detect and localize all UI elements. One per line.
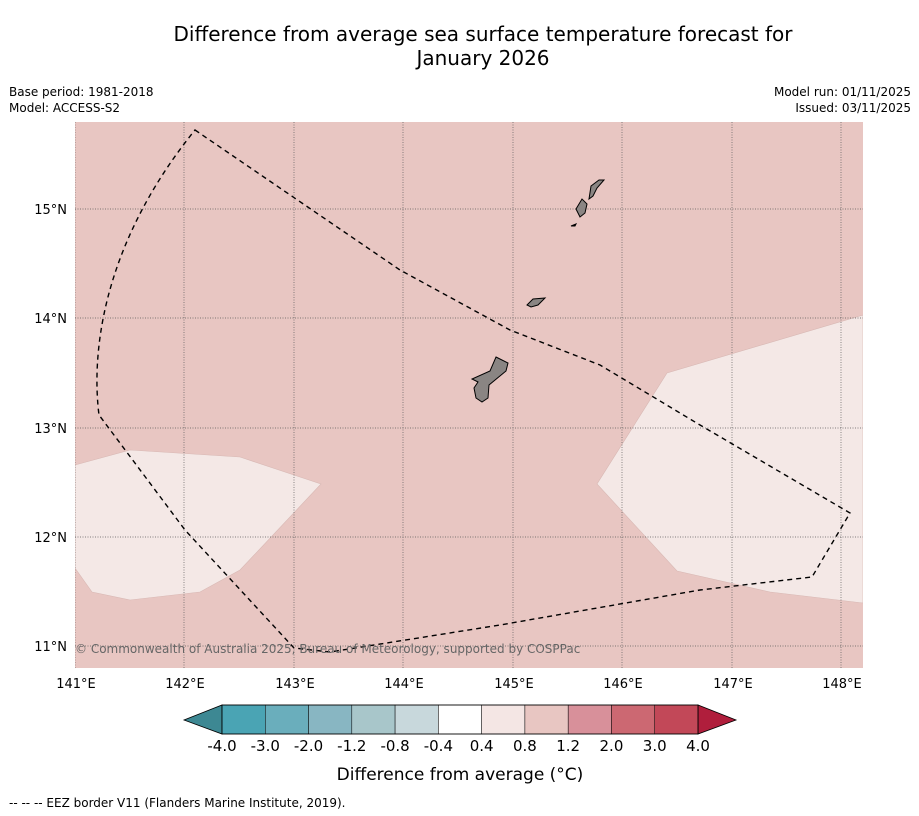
colorbar-cell — [481, 704, 526, 735]
colorbar-tick-label: -0.8 — [380, 737, 409, 755]
issued-date: Issued: 03/11/2025 — [795, 101, 911, 115]
colorbar-tick-label: -2.0 — [294, 737, 323, 755]
lat-axis-labels: 15°N 14°N 13°N 12°N 11°N — [34, 203, 67, 655]
lat-label: 11°N — [34, 640, 67, 655]
lon-label: 148°E — [822, 677, 862, 692]
anomaly-region-west — [75, 449, 322, 601]
colorbar-cell — [265, 704, 309, 735]
island-guam — [470, 356, 509, 403]
lon-label: 141°E — [56, 677, 96, 692]
colorbar-cell — [308, 704, 353, 735]
meta-right: Model run: 01/11/2025 Issued: 03/11/2025 — [774, 84, 911, 116]
lat-label: 14°N — [34, 312, 67, 327]
colorbar-cell — [524, 704, 569, 735]
colorbar-under-arrow — [182, 704, 223, 735]
colorbar-tick-label: 0.4 — [470, 737, 494, 755]
colorbar-tick-label: 2.0 — [600, 737, 624, 755]
colorbar-frame — [221, 704, 699, 735]
colorbar-tick-label: 0.8 — [513, 737, 537, 755]
colorbar-tick-label: -0.4 — [424, 737, 453, 755]
colorbar-cell — [654, 704, 699, 735]
colorbar-cell — [221, 704, 266, 735]
model-name: Model: ACCESS-S2 — [9, 101, 121, 115]
meta-left: Base period: 1981-2018 Model: ACCESS-S2 — [9, 84, 154, 116]
colorbar-cell — [438, 704, 482, 735]
title-line-1: Difference from average sea surface temp… — [173, 22, 793, 46]
copyright-text: © Commonwealth of Australia 2025, Bureau… — [75, 642, 580, 656]
lon-label: 142°E — [165, 677, 205, 692]
lon-label: 147°E — [713, 677, 753, 692]
base-period: Base period: 1981-2018 — [9, 85, 154, 99]
colorbar-label: Difference from average (°C) — [337, 765, 584, 785]
island-tinian — [575, 198, 588, 218]
lon-axis-labels: 141°E 142°E 143°E 144°E 145°E 146°E 147°… — [56, 677, 862, 692]
anomaly-region-east — [596, 314, 863, 604]
lon-label: 146°E — [603, 677, 643, 692]
colorbar: -4.0 -3.0 -2.0 -1.2 -0.8 -0.4 0.4 0.8 1.2 2.0 3.0 4… — [182, 704, 738, 755]
gridlines — [75, 122, 863, 668]
eez-border — [96, 129, 851, 653]
colorbar-cell — [351, 704, 396, 735]
colorbar-tick-label: -3.0 — [251, 737, 280, 755]
colorbar-tick-label: 4.0 — [686, 737, 710, 755]
colorbar-tick-label: 1.2 — [556, 737, 580, 755]
colorbar-cell — [567, 704, 612, 735]
lat-label: 15°N — [34, 203, 67, 218]
island-aguijan — [570, 223, 578, 227]
colorbar-tick-label: 3.0 — [643, 737, 667, 755]
map-area[interactable] — [75, 122, 863, 668]
lat-label: 12°N — [34, 531, 67, 546]
lon-label: 143°E — [275, 677, 315, 692]
map-title: Difference from average sea surface temp… — [0, 22, 919, 70]
island-saipan — [588, 179, 606, 201]
lat-label: 13°N — [34, 422, 67, 437]
colorbar-tick-label: -4.0 — [207, 737, 236, 755]
eez-legend-note: -- -- -- EEZ border V11 (Flanders Marine… — [9, 796, 346, 810]
title-line-2: January 2026 — [416, 46, 550, 70]
colorbar-over-arrow — [697, 704, 738, 735]
colorbar-tick-label: -1.2 — [337, 737, 366, 755]
model-run: Model run: 01/11/2025 — [773, 85, 911, 99]
colorbar-cell — [611, 704, 655, 735]
islands — [470, 179, 606, 403]
colorbar-cell — [394, 704, 439, 735]
lon-label: 145°E — [494, 677, 534, 692]
island-rota — [526, 297, 547, 308]
lon-label: 144°E — [384, 677, 424, 692]
